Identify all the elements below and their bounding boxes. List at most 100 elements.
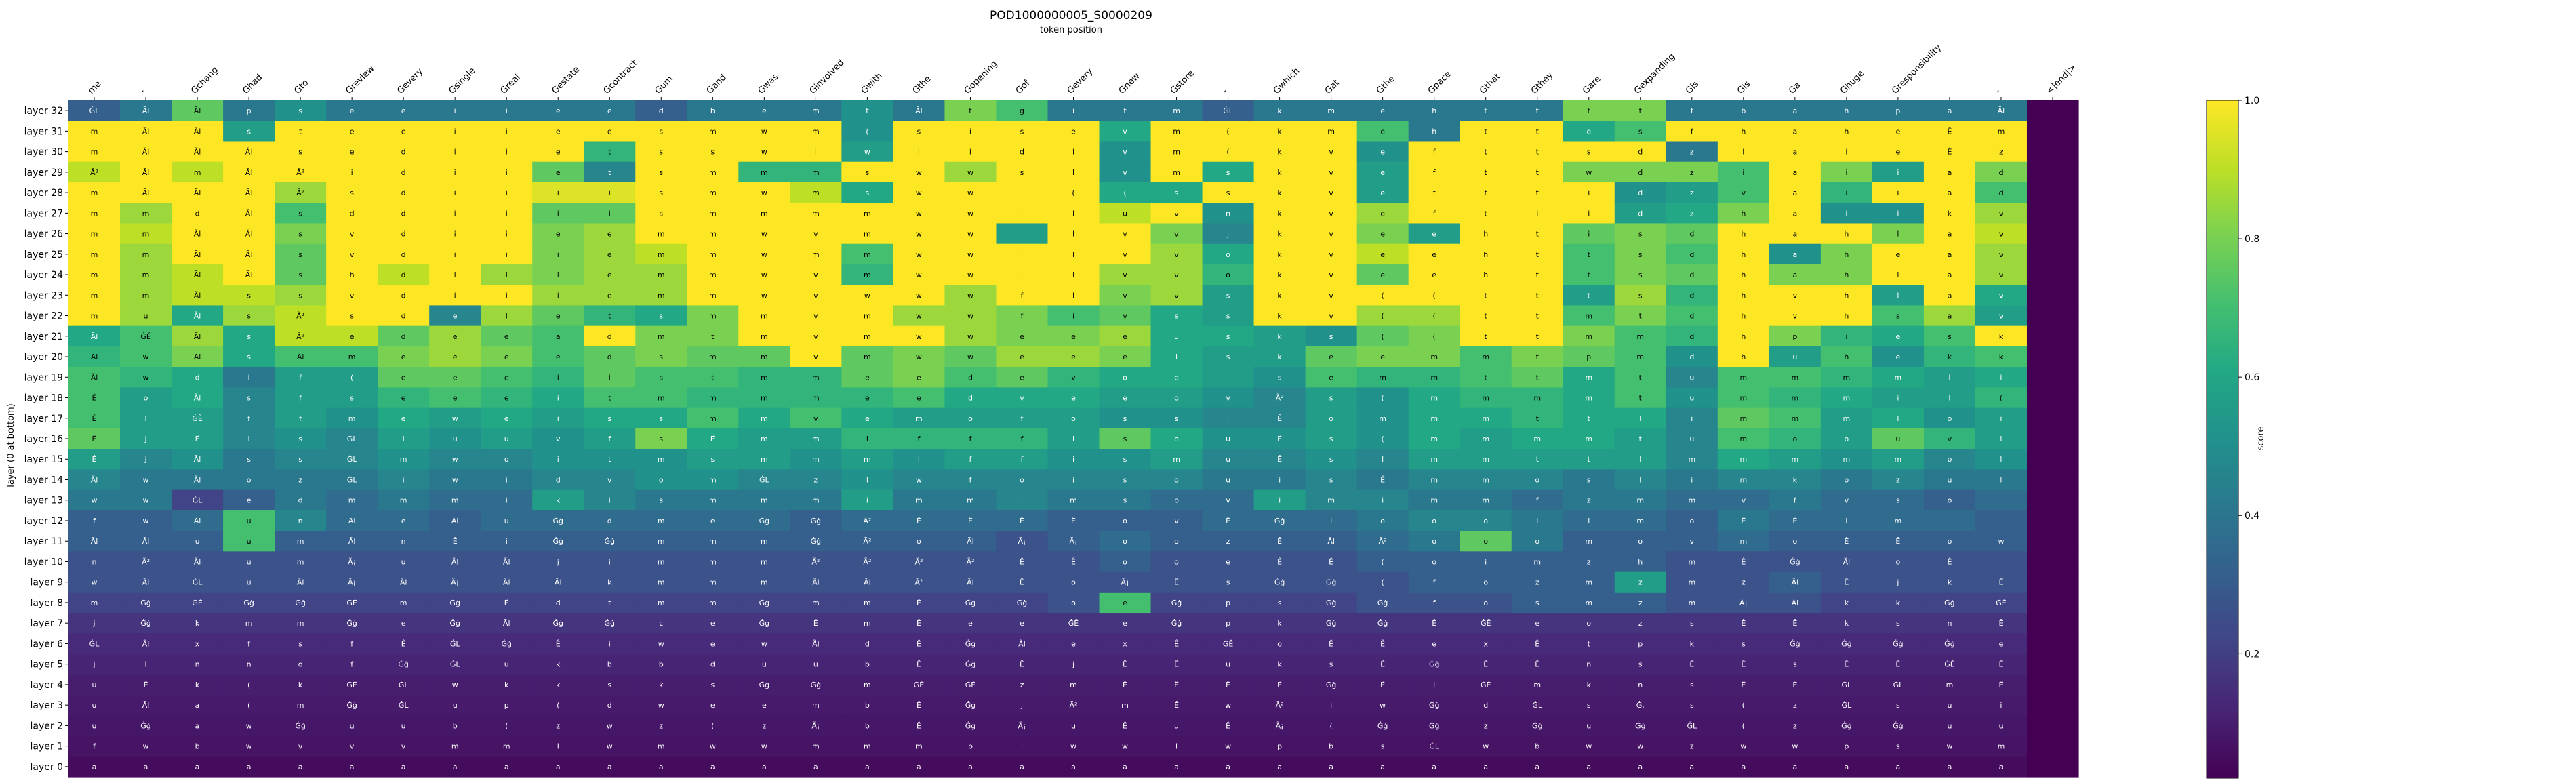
heatmap-cell [1408, 654, 1461, 675]
heatmap-cell-label: a [1948, 168, 1952, 177]
heatmap-cell-label: i [454, 127, 456, 136]
heatmap-cell [1099, 121, 1152, 142]
heatmap-cell [1666, 264, 1718, 285]
heatmap-cell [1305, 531, 1358, 552]
heatmap-cell [1356, 449, 1409, 470]
heatmap-cell [1099, 407, 1152, 429]
heatmap-cell [893, 531, 946, 552]
heatmap-cell [481, 346, 533, 367]
heatmap-cell [1202, 551, 1255, 573]
heatmap-cell-label: t [1485, 291, 1488, 300]
heatmap-cell-label: Ê [1998, 578, 2003, 587]
heatmap-cell-label: v [1999, 270, 2004, 279]
heatmap-cell [68, 428, 121, 449]
heatmap-cell-label: f [1536, 496, 1539, 505]
heatmap-cell-label: v [813, 332, 818, 341]
heatmap-cell-label: e [556, 106, 561, 115]
heatmap-cell-label: ( [1123, 188, 1126, 197]
heatmap-cell [738, 571, 790, 593]
heatmap-cell [1150, 367, 1203, 388]
heatmap-cell-label: Ġġ [965, 701, 976, 710]
heatmap-cell [223, 121, 275, 142]
heatmap-cell [1872, 510, 1925, 531]
heatmap-cell [1202, 571, 1255, 593]
heatmap-cell [1769, 305, 1822, 327]
heatmap-cell-label: s [659, 148, 663, 157]
heatmap-cell [790, 121, 842, 142]
heatmap-cell [120, 387, 172, 409]
heatmap-cell [1563, 715, 1615, 737]
heatmap-cell [481, 469, 533, 491]
heatmap-cell [1872, 674, 1925, 696]
heatmap-cell-label: w [710, 742, 716, 751]
heatmap-cell-label: k [1277, 660, 1282, 669]
heatmap-cell-label: v [1329, 291, 1333, 300]
heatmap-cell [1408, 489, 1461, 511]
heatmap-cell-label: Ê [1123, 681, 1127, 689]
heatmap-cell [841, 223, 894, 245]
heatmap-cell [378, 654, 430, 675]
heatmap-cell-label: n [1226, 209, 1230, 218]
heatmap-cell-label: m [812, 496, 820, 505]
heatmap-cell-label: l [1639, 455, 1641, 464]
heatmap-cell-label: a [1948, 106, 1952, 115]
heatmap-cell [120, 428, 172, 449]
heatmap-cell [481, 387, 533, 409]
heatmap-cell-label: Ġġ [1944, 599, 1955, 607]
heatmap-cell [1150, 531, 1203, 552]
heatmap-cell-label: s [1226, 168, 1230, 177]
heatmap-cell-label: t [1536, 455, 1539, 464]
heatmap-cell [172, 469, 224, 491]
heatmap-cell-label: m [864, 599, 871, 607]
heatmap-cell [1253, 182, 1306, 203]
heatmap-cell-label: s [298, 291, 302, 300]
heatmap-cell [1769, 469, 1822, 491]
heatmap-cell [1150, 715, 1203, 737]
heatmap-cell [1356, 407, 1409, 429]
heatmap-cell [738, 613, 790, 634]
heatmap-cell-label: Ê [917, 639, 921, 648]
heatmap-cell [841, 489, 894, 511]
heatmap-cell-label: ( [1382, 332, 1384, 341]
heatmap-cell [532, 695, 584, 716]
heatmap-cell-label: Ġġ [501, 639, 512, 648]
heatmap-cell [120, 367, 172, 388]
heatmap-cell [1614, 387, 1667, 409]
heatmap-cell-label: i [2000, 701, 2002, 710]
heatmap-cell [1356, 367, 1409, 388]
heatmap-cell [996, 654, 1049, 675]
heatmap-cell-label: w [916, 312, 922, 321]
heatmap-cell [1666, 141, 1718, 163]
heatmap-cell [1769, 510, 1822, 531]
heatmap-cell-label: i [557, 414, 559, 423]
heatmap-cell [1563, 305, 1615, 327]
heatmap-cell [223, 203, 275, 224]
heatmap-cell [584, 489, 636, 511]
heatmap-cell-label: Ê [1277, 557, 1282, 566]
heatmap-cell [1614, 203, 1667, 224]
heatmap-cell [1099, 695, 1152, 716]
heatmap-cell [1408, 264, 1461, 285]
heatmap-cell [944, 325, 997, 347]
heatmap-cell [1563, 469, 1615, 491]
heatmap-cell-label: w [916, 475, 922, 484]
heatmap-cell [1305, 633, 1358, 655]
heatmap-cell-label: e [1432, 250, 1436, 259]
heatmap-cell [1356, 674, 1409, 696]
heatmap-cell-label: m [864, 209, 871, 218]
heatmap-cell [1356, 531, 1409, 552]
heatmap-cell-label: d [350, 209, 355, 218]
x-tick-label: - [138, 87, 147, 96]
heatmap-cell [1356, 141, 1409, 163]
heatmap-cell [1253, 367, 1306, 388]
x-tick-label: Greview [344, 63, 376, 96]
heatmap-cell [1511, 264, 1564, 285]
heatmap-cell [1305, 695, 1358, 716]
heatmap-cell [1099, 592, 1152, 614]
heatmap-cell [1923, 592, 1976, 614]
heatmap-cell [2026, 141, 2079, 163]
heatmap-cell [841, 428, 894, 449]
heatmap-cell-label: Ã¡ [1121, 578, 1129, 587]
heatmap-cell-label: m [1533, 435, 1541, 443]
heatmap-cell-label: v [1123, 127, 1127, 136]
